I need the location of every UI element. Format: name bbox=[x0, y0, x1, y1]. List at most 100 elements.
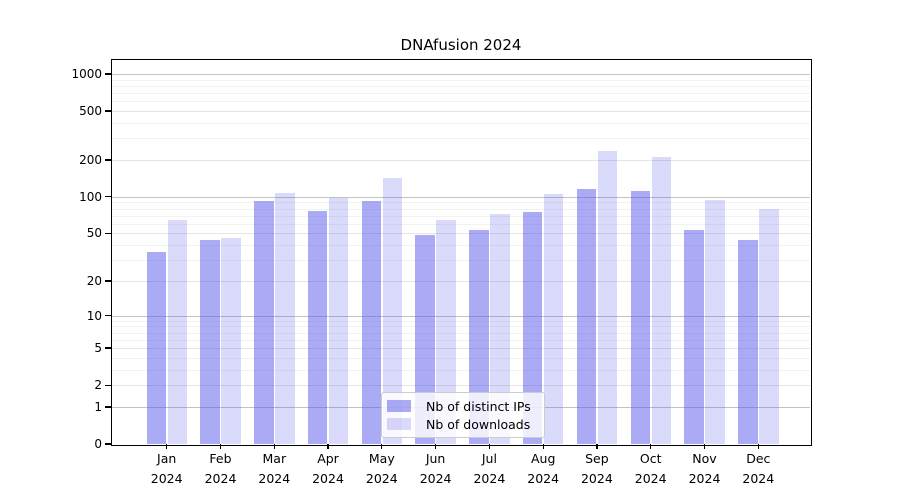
gridline-8 bbox=[112, 326, 810, 328]
y-tick-label-100: 100 bbox=[79, 189, 102, 204]
y-tick-mark-1000 bbox=[105, 73, 111, 75]
x-tick-mark-nov bbox=[703, 444, 706, 449]
bar-feb-distinct-ips bbox=[200, 240, 220, 444]
gridline-4 bbox=[112, 357, 810, 359]
y-tick-mark-1 bbox=[105, 406, 111, 408]
bar-jan-distinct-ips bbox=[146, 252, 166, 444]
gridline-6 bbox=[112, 339, 810, 341]
x-tick-label-oct: Oct 2024 bbox=[634, 451, 667, 486]
gridline-20 bbox=[112, 280, 810, 282]
legend-swatch-downloads bbox=[387, 418, 411, 430]
y-tick-mark-0 bbox=[105, 443, 111, 445]
y-tick-label-2: 2 bbox=[94, 378, 102, 393]
gridline-70 bbox=[112, 215, 810, 217]
y-tick-label-20: 20 bbox=[86, 273, 102, 288]
y-tick-label-5: 5 bbox=[94, 341, 102, 355]
x-tick-label-jul: Jul 2024 bbox=[473, 451, 506, 486]
y-tick-mark-100 bbox=[105, 196, 111, 198]
y-tick-label-1000: 1000 bbox=[71, 67, 102, 81]
bar-sep-downloads bbox=[597, 151, 618, 444]
gridline-100 bbox=[112, 196, 810, 198]
bar-feb-downloads bbox=[221, 237, 241, 444]
gridline-800 bbox=[112, 85, 810, 87]
gridline-1000 bbox=[112, 74, 810, 75]
x-tick-mark-dec bbox=[757, 444, 759, 449]
gridline-700 bbox=[112, 93, 810, 95]
bar-jun-distinct-ips bbox=[415, 234, 435, 444]
y-tick-label-50: 50 bbox=[86, 226, 102, 241]
x-tick-mark-oct bbox=[650, 444, 652, 449]
gridline-10 bbox=[112, 315, 810, 317]
y-tick-label-10: 10 bbox=[86, 308, 102, 323]
gridline-200 bbox=[112, 160, 810, 161]
x-tick-mark-feb bbox=[219, 444, 222, 449]
y-tick-mark-50 bbox=[105, 232, 111, 235]
bar-aug-downloads bbox=[543, 193, 564, 444]
x-tick-label-feb: Feb 2024 bbox=[204, 451, 237, 486]
bar-oct-distinct-ips bbox=[630, 190, 650, 444]
gridline-30 bbox=[112, 260, 810, 262]
bar-apr-distinct-ips bbox=[307, 211, 328, 444]
bar-nov-downloads bbox=[705, 199, 725, 444]
bar-may-downloads bbox=[382, 177, 403, 444]
gridline-500 bbox=[112, 111, 810, 113]
gridline-40 bbox=[112, 245, 810, 247]
x-tick-label-jan: Jan 2024 bbox=[150, 451, 183, 486]
legend-swatch-distinct-ips bbox=[387, 400, 411, 412]
x-tick-label-dec: Dec 2024 bbox=[742, 451, 775, 486]
legend: Nb of distinct IPs Nb of downloads bbox=[381, 392, 545, 438]
legend-label-downloads: Nb of downloads bbox=[426, 416, 531, 432]
gridline-300 bbox=[112, 138, 810, 140]
bar-dec-downloads bbox=[759, 209, 779, 444]
x-tick-mark-sep bbox=[596, 444, 598, 449]
gridline-900 bbox=[112, 79, 810, 81]
x-tick-label-aug: Aug 2024 bbox=[527, 451, 560, 486]
bar-dec-distinct-ips bbox=[738, 240, 758, 444]
bar-oct-downloads bbox=[651, 156, 671, 444]
bar-jul-distinct-ips bbox=[469, 230, 489, 444]
gridline-5 bbox=[112, 348, 810, 349]
y-tick-label-200: 200 bbox=[79, 153, 102, 167]
bar-aug-distinct-ips bbox=[522, 212, 543, 444]
legend-item-distinct-ips: Nb of distinct IPs bbox=[387, 398, 536, 414]
x-tick-label-mar: Mar 2024 bbox=[258, 451, 291, 486]
x-tick-mark-may bbox=[381, 444, 383, 449]
gridline-7 bbox=[112, 332, 810, 334]
gridline-50 bbox=[112, 233, 810, 235]
x-tick-label-nov: Nov 2024 bbox=[688, 451, 721, 486]
x-tick-label-apr: Apr 2024 bbox=[312, 451, 344, 486]
y-tick-mark-10 bbox=[105, 314, 111, 317]
legend-label-distinct-ips: Nb of distinct IPs bbox=[426, 398, 531, 414]
gridline-2 bbox=[112, 385, 810, 387]
chart-title: DNAfusion 2024 bbox=[400, 36, 522, 54]
gridline-9 bbox=[112, 320, 810, 322]
gridline-80 bbox=[112, 208, 810, 210]
gridline-600 bbox=[112, 101, 810, 103]
y-tick-label-0: 0 bbox=[94, 437, 102, 451]
x-tick-mark-aug bbox=[542, 444, 544, 449]
gridline-400 bbox=[112, 123, 810, 124]
legend-item-downloads: Nb of downloads bbox=[387, 416, 536, 432]
x-tick-mark-mar bbox=[273, 444, 275, 449]
y-tick-mark-2 bbox=[105, 384, 111, 386]
x-tick-label-sep: Sep 2024 bbox=[580, 451, 613, 486]
x-tick-mark-jun bbox=[434, 444, 437, 449]
bar-apr-downloads bbox=[328, 198, 349, 444]
bar-jan-downloads bbox=[167, 219, 187, 444]
x-tick-mark-jul bbox=[488, 444, 491, 449]
bar-mar-downloads bbox=[275, 193, 295, 444]
bar-may-distinct-ips bbox=[361, 201, 382, 444]
gridline-90 bbox=[112, 202, 810, 204]
plot-area bbox=[112, 60, 810, 444]
bar-mar-distinct-ips bbox=[254, 200, 274, 444]
x-tick-label-jun: Jun 2024 bbox=[419, 451, 452, 486]
bar-jun-downloads bbox=[436, 220, 456, 444]
bar-jul-downloads bbox=[490, 213, 510, 444]
bar-sep-distinct-ips bbox=[576, 188, 597, 444]
y-tick-mark-20 bbox=[105, 280, 111, 282]
y-tick-mark-500 bbox=[105, 110, 111, 112]
y-tick-label-500: 500 bbox=[79, 104, 102, 119]
gridline-3 bbox=[112, 369, 810, 371]
y-tick-mark-200 bbox=[105, 159, 111, 161]
